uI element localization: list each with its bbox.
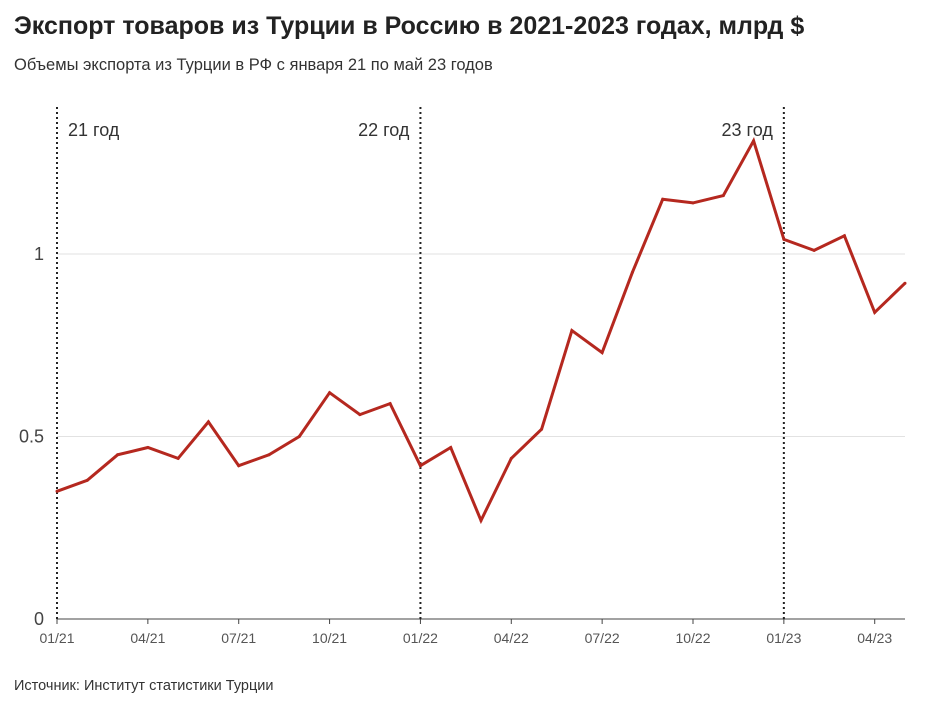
x-tick-label: 01/22 [403,630,438,646]
data-point [661,197,665,201]
data-point [600,351,604,355]
data-point [388,402,392,406]
data-point [418,464,422,468]
x-tick-label: 10/22 [675,630,710,646]
data-point [237,464,241,468]
data-point [782,237,786,241]
data-point [842,234,846,238]
x-axis [56,618,905,624]
data-point [812,248,816,252]
series-line [56,136,907,525]
data-point [509,456,513,460]
x-tick-label: 07/21 [221,630,256,646]
data-point [297,435,301,438]
series-layer [55,136,907,525]
y-tick-label: 0 [34,609,44,629]
x-tick-label: 07/22 [585,630,620,646]
x-tick-label: 10/21 [312,630,347,646]
data-point [570,329,574,333]
x-tick-label: 01/23 [766,630,801,646]
data-point [55,489,59,493]
chart-subtitle: Объемы экспорта из Турции в РФ с января … [14,56,493,74]
data-point [116,453,120,457]
grid-lines [57,253,905,437]
data-point [206,420,210,424]
data-point [903,281,907,285]
data-point [540,427,544,431]
year-annotations: 21 год 22 год 23 год [56,107,785,619]
annotation-label: 22 год [358,120,410,140]
source-note: Источник: Институт статистики Турции [14,678,274,694]
data-point [176,456,180,460]
data-point [752,139,756,143]
data-point [721,194,725,198]
x-tick-label: 01/21 [39,630,74,646]
data-point [479,518,483,522]
data-point [630,270,634,274]
data-point [85,478,89,482]
data-point [449,445,453,449]
annotation-label: 23 год [722,120,774,140]
x-tick-label: 04/21 [130,630,165,646]
x-tick-label: 04/22 [494,630,529,646]
data-point [873,310,877,314]
annotation-label: 21 год [68,120,120,140]
y-tick-label: 1 [34,244,44,264]
data-point [358,413,362,417]
chart-title: Экспорт товаров из Турции в Россию в 202… [14,12,805,40]
data-point [146,445,150,449]
tick-labels: 0 0.5 1 01/21 04/21 07/21 10/21 01/22 04/22 07/22… [19,244,892,646]
data-point [691,201,695,205]
y-tick-label: 0.5 [19,427,44,447]
data-point [267,453,271,457]
x-tick-label: 04/23 [857,630,892,646]
data-point [328,391,332,395]
